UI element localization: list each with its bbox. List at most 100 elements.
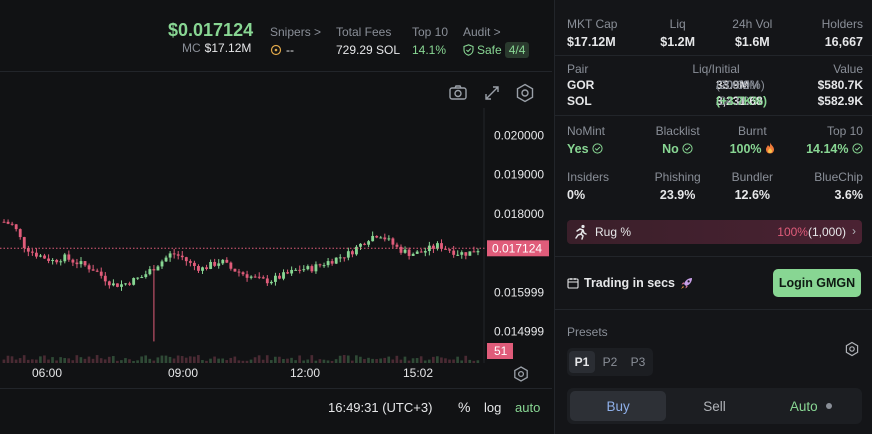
volume-bar [148,358,152,363]
volume-bar [241,360,245,363]
candle-body [375,235,379,238]
candle-body [253,276,257,278]
price-chart[interactable]: 0.020000 0.019000 0.018000 0.015999 0.014999… [0,108,552,363]
volume-bar [338,355,342,363]
percent-toggle[interactable]: % [458,399,471,415]
volume-bar [334,359,338,363]
candle-body [423,251,427,253]
candle-body [43,255,46,259]
volume-bar [95,355,99,363]
candle-body [103,275,107,282]
volume-bar [35,359,38,363]
candle-body [269,281,273,284]
volume-bar [87,356,91,363]
volume-bar [152,360,156,363]
volume-bar [423,360,427,363]
tab-buy[interactable]: Buy [570,391,667,421]
candle-body [160,261,164,267]
volume-bar [468,359,472,363]
stat-burnt: Burnt 100% [716,124,788,156]
audit-stat[interactable]: Audit > Safe 4/4 [463,25,530,58]
candle-body [67,254,71,260]
volume-bar [205,360,208,363]
preset-p1[interactable]: P1 [569,351,595,373]
candle-body [35,252,38,257]
hexagon-settings-icon[interactable] [514,82,536,104]
candle-body [387,238,391,240]
candle-body [213,261,217,266]
y-tick-label: 0.015999 [494,285,544,299]
volume-bar [51,357,54,363]
volume-bar [379,358,382,363]
candle-body [261,277,265,279]
volume-bar [172,358,176,363]
mc-value: $17.12M [204,41,252,55]
candle-body [124,283,127,285]
candle-body [172,253,176,255]
candle-body [75,262,79,265]
volume-bar [192,356,196,363]
presets-label: Presets [567,325,608,339]
candle-body [427,245,431,252]
volume-bar [160,355,164,363]
volume-bar [318,359,322,363]
running-person-icon [575,224,587,240]
candle-body [407,249,411,256]
candle-body [318,264,322,266]
candle-body [128,283,132,285]
auto-toggle[interactable]: auto [515,400,541,415]
candle-body [302,269,306,271]
candle-body [83,261,87,266]
volume-bar [350,360,354,363]
stat-bluechip: BlueChip 3.6% [814,170,863,202]
candle-body [411,253,415,256]
preset-p2[interactable]: P2 [602,355,618,369]
volume-bar [221,358,224,363]
volume-bar [144,355,148,363]
candle-body [249,276,253,278]
tab-auto[interactable]: Auto [763,391,859,421]
rug-percent-row[interactable]: Rug % 100%(1,000) › [567,220,862,244]
candle-body [156,266,160,271]
candle-body [472,251,476,253]
candle-body [26,247,30,252]
candle-body [476,251,480,253]
candlestick-chart[interactable]: 0.020000 0.019000 0.018000 0.015999 0.014999… [0,108,552,363]
top10-stat: Top 10 14.1% [412,25,448,57]
volume-bar [371,358,374,363]
stat-bundler: Bundler 12.6% [731,170,773,202]
volume-bar [71,360,75,363]
candle-body [237,271,241,273]
candle-body [95,270,99,272]
snipers-stat[interactable]: Snipers > -- [270,25,321,57]
log-toggle[interactable]: log [484,400,502,415]
candle-body [111,283,115,286]
token-header: $0.017124 MC $17.12M Snipers > -- Total F… [0,0,552,72]
stat-24h-vol: 24h Vol $1.6M [732,17,773,49]
candle-body [245,274,249,278]
volume-bar [460,360,463,363]
volume-bar [39,356,42,363]
candle-body [241,272,245,275]
volume-bar [290,357,293,363]
candle-body [197,266,200,271]
volume-bar [91,358,95,363]
login-gmgn-button[interactable]: Login GMGN [773,269,861,297]
camera-icon[interactable] [447,82,469,104]
hexagon-settings-icon[interactable] [844,341,860,357]
volume-bar [116,360,119,363]
expand-icon[interactable] [481,82,503,104]
preset-p3[interactable]: P3 [630,355,646,369]
candle-body [440,243,443,249]
candle-body [310,266,314,272]
total-fees-stat: Total Fees 729.29 SOL [336,25,400,57]
candle-body [209,261,213,269]
volume-bar [274,356,277,363]
candle-body [144,274,148,278]
tab-sell[interactable]: Sell [703,398,726,414]
volume-bar [286,358,289,363]
volume-bar [261,359,265,363]
volume-bar [326,360,330,363]
candle-body [456,254,460,256]
chart-settings-icon[interactable] [512,365,530,383]
